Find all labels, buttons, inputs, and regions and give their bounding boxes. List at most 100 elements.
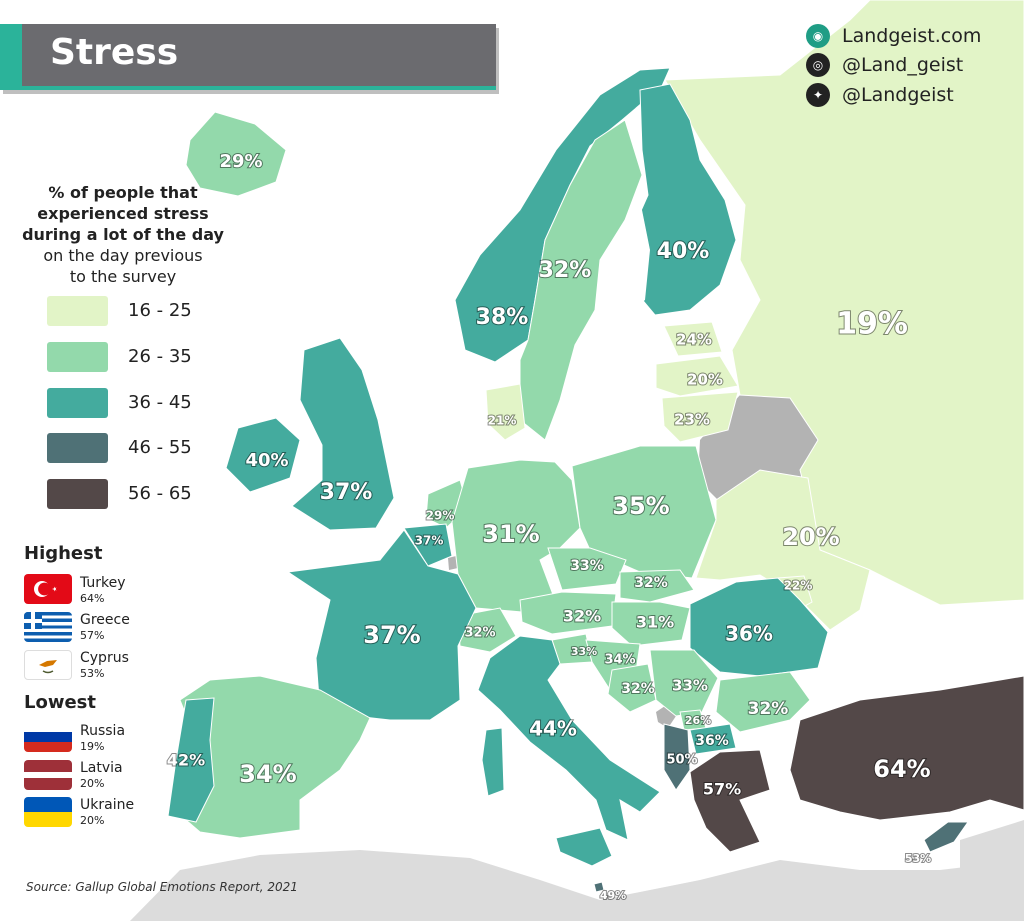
value-label-bosnia: 32% — [621, 681, 655, 697]
highest-1-country: Turkey — [80, 575, 126, 591]
value-label-ireland: 40% — [245, 450, 288, 471]
legend-title-line-3: during a lot of the day — [22, 225, 224, 244]
legend-label-56-65: 56 - 65 — [128, 483, 192, 504]
value-label-turkey: 64% — [873, 755, 930, 783]
value-label-serbia: 33% — [672, 677, 708, 695]
region-romania — [689, 577, 829, 677]
legend-title-line-5: to the survey — [69, 267, 177, 286]
value-label-switzerland: 32% — [464, 626, 495, 641]
value-label-france: 37% — [363, 621, 420, 649]
north-africa-land — [130, 850, 1024, 921]
value-label-slovakia: 32% — [634, 575, 668, 591]
region-baltic-sea-mask — [600, 200, 650, 320]
region-greece — [689, 749, 771, 853]
region-serbia — [649, 649, 719, 717]
value-label-lithuania: 23% — [674, 411, 710, 429]
region-estonia — [663, 321, 723, 357]
region-denmark — [485, 383, 526, 441]
page-title: Stress — [50, 32, 179, 73]
instagram-link[interactable]: ◎ @Land_geist — [806, 53, 963, 77]
lowest-1-country: Russia — [80, 723, 126, 739]
region-lithuania — [661, 391, 739, 443]
region-albania — [663, 723, 691, 791]
legend-title: % of people that experienced stress duri… — [14, 182, 232, 287]
value-label-austria: 32% — [563, 607, 601, 626]
value-label-poland: 35% — [612, 492, 669, 520]
value-label-sweden: 32% — [539, 258, 592, 283]
region-finland — [627, 83, 737, 316]
greece-flag — [24, 612, 72, 642]
region-bulgaria — [715, 671, 811, 733]
lowest-2-value: 20% — [80, 777, 105, 790]
lowest-3-value: 20% — [80, 814, 105, 827]
russia-flag — [24, 722, 72, 752]
region-uk — [291, 337, 395, 531]
value-label-czechia: 33% — [570, 558, 604, 574]
highest-2-value: 57% — [80, 629, 105, 642]
value-label-croatia: 34% — [604, 653, 635, 668]
lowest-3-country: Ukraine — [80, 797, 135, 813]
title-banner: Stress — [0, 24, 496, 90]
legend-label-36-45: 36 - 45 — [128, 392, 192, 413]
legend-title-line-2: experienced stress — [37, 204, 209, 223]
instagram-text: @Land_geist — [842, 54, 964, 76]
highest-3-country: Cyprus — [80, 650, 129, 666]
title-accent-stripe — [0, 24, 22, 90]
legend-label-16-25: 16 - 25 — [128, 300, 192, 321]
middle-east-land — [960, 820, 1024, 890]
legend-label-46-55: 46 - 55 — [128, 437, 192, 458]
website-link[interactable]: ◉ Landgeist.com — [806, 24, 981, 48]
region-cyprus — [923, 821, 969, 853]
value-label-greece: 57% — [703, 780, 741, 799]
instagram-icon: ◎ — [806, 53, 830, 77]
region-latvia — [655, 355, 739, 397]
region-turkey — [789, 675, 1024, 821]
cyprus-island-icon — [39, 660, 57, 674]
legend-swatch-36-45 — [47, 388, 108, 418]
value-label-moldova: 22% — [784, 579, 813, 593]
value-label-iceland: 29% — [219, 151, 262, 172]
region-bosnia — [607, 663, 657, 713]
value-label-slovenia: 33% — [571, 645, 597, 658]
region-ireland — [225, 417, 301, 493]
region-ukraine — [695, 469, 871, 631]
value-label-russia: 19% — [836, 307, 908, 342]
lowest-heading: Lowest — [24, 692, 96, 713]
legend-swatch-56-65 — [47, 479, 108, 509]
twitter-link[interactable]: ✦ @Landgeist — [806, 83, 954, 107]
value-label-italy: 44% — [529, 717, 577, 741]
highest-1-value: 64% — [80, 592, 105, 605]
value-label-latvia: 20% — [687, 371, 723, 389]
website-text: Landgeist.com — [842, 25, 982, 47]
legend-swatch-46-55 — [47, 433, 108, 463]
value-label-kosovo: 26% — [685, 714, 711, 727]
legend-swatch-16-25 — [47, 296, 108, 326]
ukraine-flag — [24, 797, 72, 827]
twitter-text: @Landgeist — [842, 84, 954, 106]
legend-title-line-1: % of people that — [48, 183, 198, 202]
value-label-netherlands: 29% — [426, 509, 455, 523]
value-label-bulgaria: 32% — [748, 699, 789, 719]
source-note: Source: Gallup Global Emotions Report, 2… — [26, 880, 298, 894]
highest-3-value: 53% — [80, 667, 105, 680]
region-iceland — [185, 111, 287, 197]
cyprus-flag — [24, 650, 72, 680]
value-label-cyprus: 53% — [905, 852, 931, 865]
value-label-portugal: 42% — [167, 751, 205, 770]
value-label-romania: 36% — [725, 622, 773, 646]
value-label-hungary: 31% — [636, 613, 674, 632]
latvia-flag — [24, 760, 72, 790]
value-label-estonia: 24% — [676, 331, 712, 349]
region-sardinia — [481, 727, 505, 797]
legend-title-line-4: on the day previous — [43, 246, 203, 265]
highest-2-country: Greece — [80, 612, 130, 628]
value-label-germany: 31% — [482, 520, 539, 548]
value-label-malta: 49% — [600, 889, 626, 902]
region-sweden — [519, 119, 643, 441]
value-label-belgium: 37% — [415, 534, 444, 548]
value-label-uk: 37% — [320, 480, 373, 505]
legend-label-26-35: 26 - 35 — [128, 346, 192, 367]
region-norway — [454, 67, 671, 363]
value-label-norway: 38% — [476, 305, 529, 330]
